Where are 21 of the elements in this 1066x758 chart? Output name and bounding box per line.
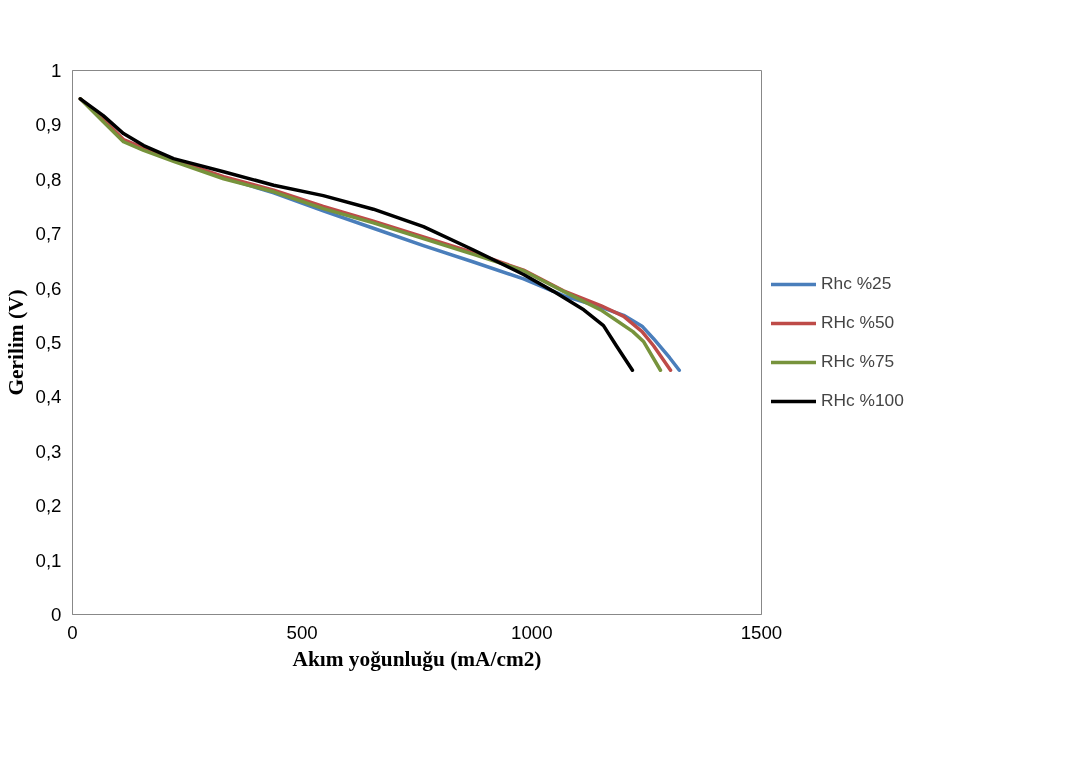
x-tick-label: 1500 — [740, 621, 783, 643]
y-tick-label: 0,5 — [35, 332, 62, 353]
x-axis-title: Akım yoğunluğu (mA/cm2) — [292, 646, 542, 671]
legend-label: RHc %100 — [821, 390, 904, 411]
y-tick-label: 0,9 — [35, 114, 62, 136]
y-tick-label: 0,6 — [35, 277, 62, 299]
legend-label: RHc %50 — [821, 312, 895, 333]
legend-label: Rhc %25 — [821, 273, 892, 294]
x-tick-label: 500 — [286, 621, 318, 643]
y-tick-label: 0,4 — [35, 386, 62, 408]
y-tick-label: 1 — [51, 60, 62, 81]
y-axis-title: Gerilim (V) — [3, 289, 28, 396]
y-tick-label: 0,3 — [35, 440, 62, 462]
x-tick-label: 0 — [67, 621, 78, 643]
x-tick-label: 1000 — [511, 621, 553, 643]
y-tick-label: 0,7 — [35, 223, 62, 245]
y-tick-label: 0,8 — [35, 168, 62, 190]
legend-label: RHc %75 — [821, 351, 895, 372]
y-tick-label: 0,2 — [35, 495, 62, 517]
y-tick-label: 0 — [51, 604, 62, 625]
y-tick-label: 0,1 — [35, 549, 62, 571]
